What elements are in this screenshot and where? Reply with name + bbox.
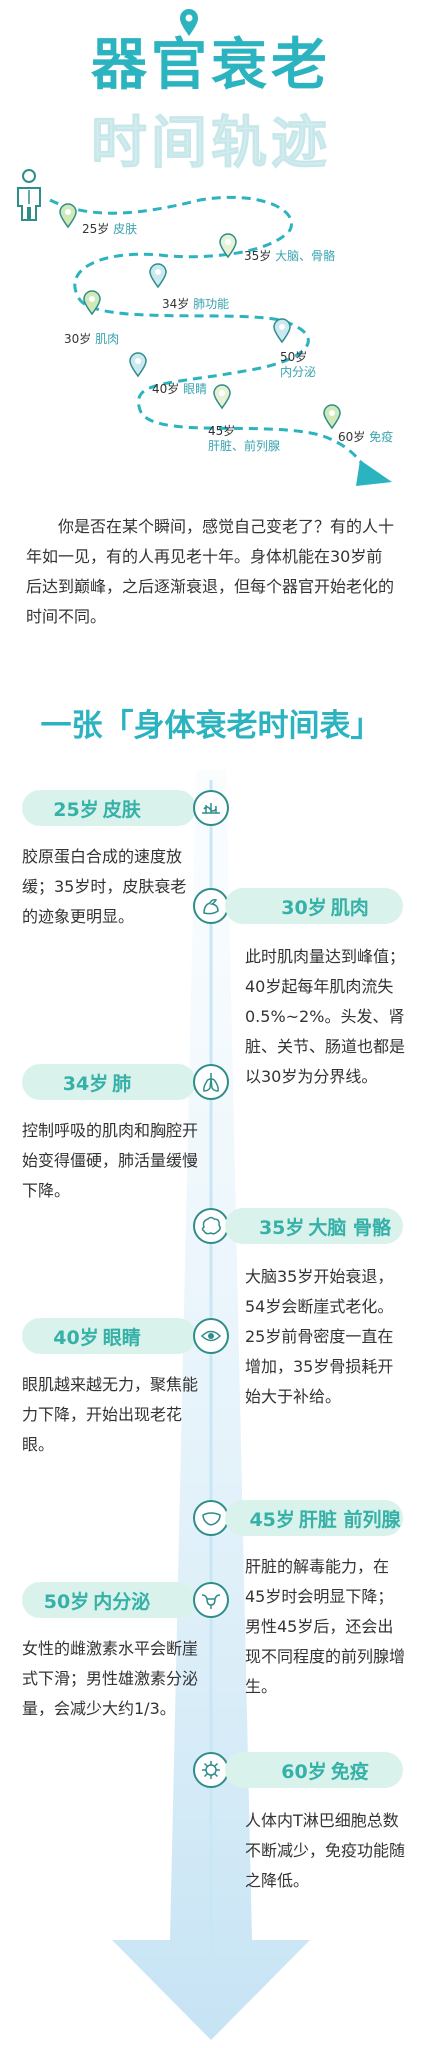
pin-25-icon [59,203,77,229]
map-label-34: 34岁 肺功能 [162,297,230,311]
age-pill-35: 35岁 大脑 骨骼 [225,1208,403,1244]
map-label-25: 25岁 皮肤 [82,222,138,236]
pin-60-icon [323,404,341,430]
pin-40-icon [129,352,147,378]
age-pill-34: 34岁肺 [22,1064,196,1100]
trajectory-path [49,195,372,476]
desc-34: 控制呼吸的肌肉和胸腔开始变得僵硬，肺活量缓慢下降。 [22,1121,199,1200]
pin-50-icon [273,318,291,344]
map-label-35: 35岁 大脑、骨骼 [244,249,336,263]
uterus-icon [193,1582,229,1618]
desc-25: 胶原蛋白合成的速度放缓；35岁时，皮肤衰老的迹象更明显。 [22,847,187,926]
trajectory-arrow-icon [356,460,392,486]
skin-icon [193,790,229,826]
age-pill-60: 60岁 免疫 [225,1752,403,1788]
age-pill-30: 30岁 肌肉 [225,888,403,924]
desc-60: 人体内T淋巴细胞总数不断减少，免疫功能随之降低。 [245,1811,406,1890]
age-pill-40: 40岁 眼睛 [22,1318,196,1354]
section-title: 一张「身体衰老时间表」 [40,708,382,744]
desc-40: 眼肌越来越无力，聚焦能力下降，开始出现老花眼。 [22,1375,199,1454]
map-label-60: 60岁 免疫 [338,430,394,444]
age-pill-25: 25岁 皮肤 [22,790,196,826]
desc-45: 肝脏的解毒能力，在45岁时会明显下降；男性45岁后，还会出现不同程度的前列腺增生… [245,1557,406,1696]
title-pin-icon [180,9,198,36]
pin-34-icon [149,263,167,289]
liver-icon [193,1500,229,1536]
page-subtitle: 时间轨迹 [91,111,331,177]
map-label-45: 45岁 肝脏、前列腺 [208,424,281,453]
pin-45-icon [213,384,231,410]
desc-35: 大脑35岁开始衰退，54岁会断崖式老化。25岁前骨密度一直在增加，35岁骨损耗开… [245,1267,394,1406]
map-label-40: 40岁 眼睛 [152,382,208,396]
person-icon [17,169,41,221]
eye-icon [193,1318,229,1354]
desc-30: 此时肌肉量达到峰值；40岁起每年肌肉流失0.5%~2%。头发、肾脏、关节、肠道也… [245,947,406,1086]
age-pill-45: 45岁 肝脏 前列腺 [225,1500,403,1536]
page-title: 器官衰老 [91,33,331,98]
pin-30-icon [83,290,101,316]
desc-50: 女性的雌激素水平会断崖式下滑；男性雄激素分泌量，会减少大约1/3。 [22,1639,199,1718]
muscle-icon [193,888,229,924]
intro-paragraph: 你是否在某个瞬间，感觉自己变老了？有的人十年如一见，有的人再见老十年。身体机能在… [26,517,395,626]
age-pill-50: 50岁 内分泌 [22,1582,196,1618]
lung-icon [193,1064,229,1100]
map-label-50: 50岁 内分泌 [280,350,317,379]
pin-35-icon [219,233,237,259]
trajectory-map [49,195,392,486]
virus-icon [193,1752,229,1788]
map-label-30: 30岁 肌肉 [64,332,120,346]
brain-icon [193,1208,229,1244]
